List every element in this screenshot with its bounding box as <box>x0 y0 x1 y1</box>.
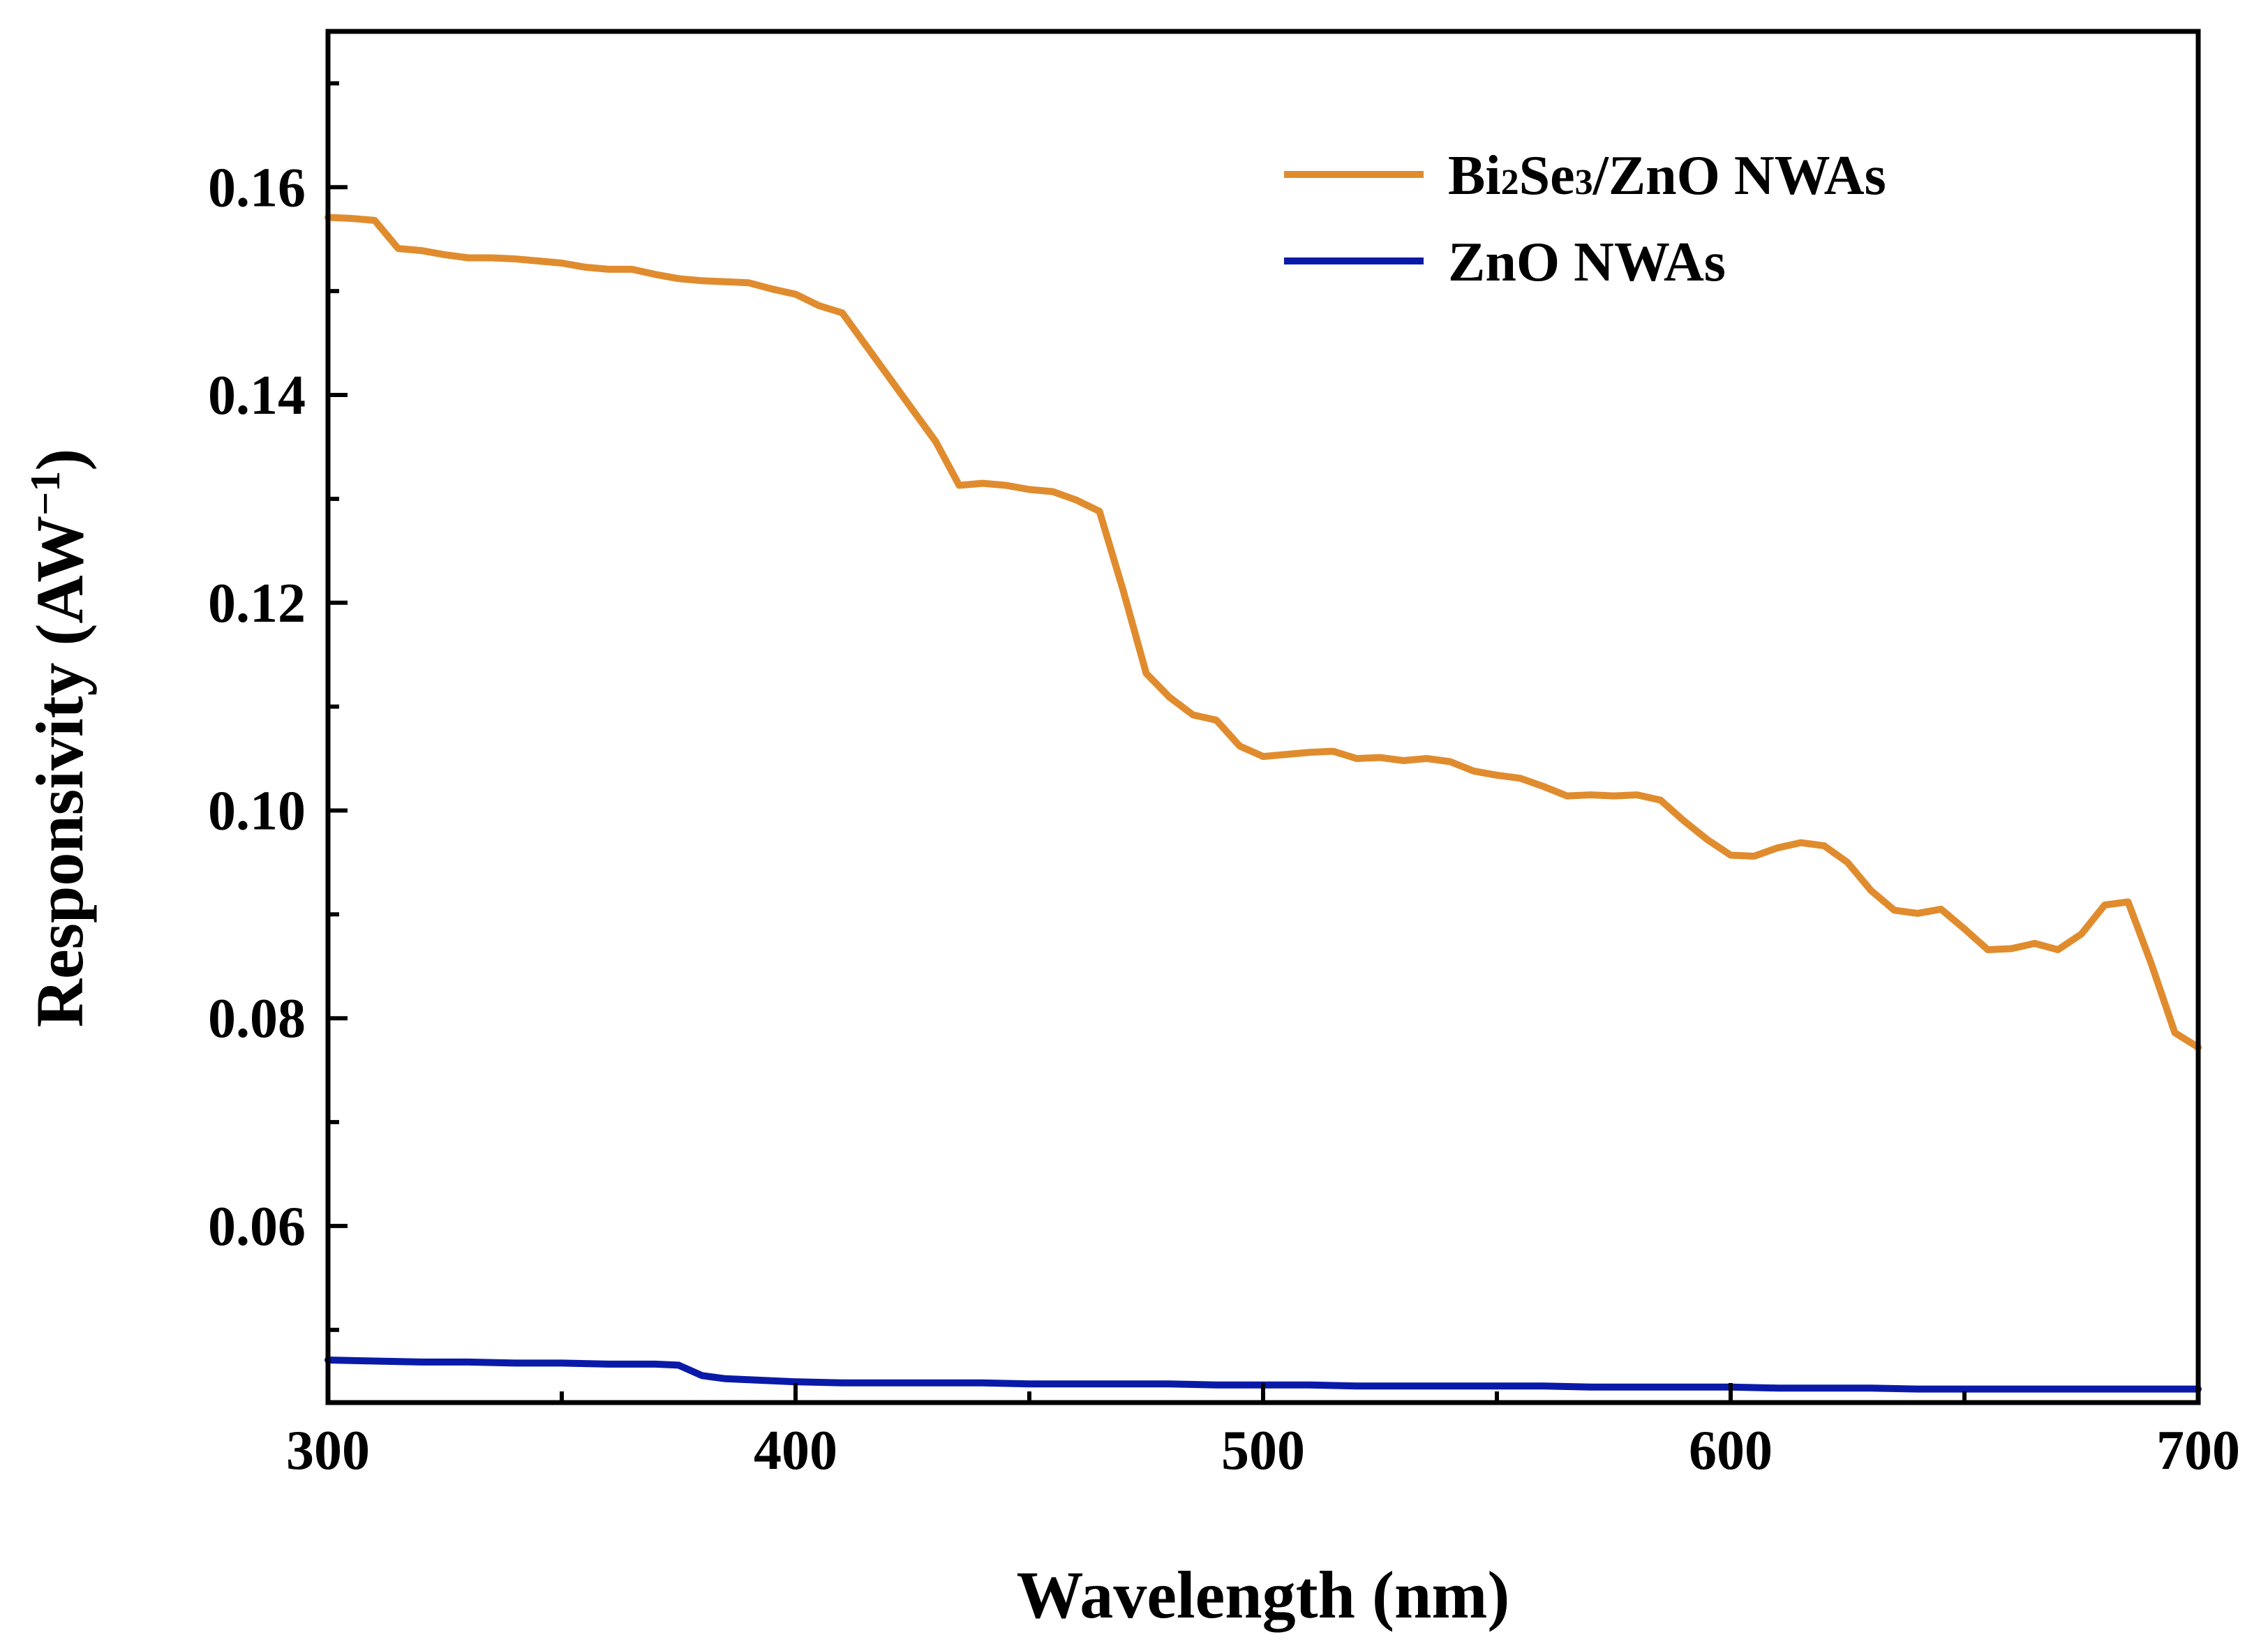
y-tick-label: 0.10 <box>208 780 306 842</box>
y-tick-label: 0.12 <box>208 573 306 634</box>
ticks-layer: 300 400 500 600 700 0.06 0.08 0.10 0.12 0.14 0.16 <box>208 81 2240 1481</box>
y-tick-label: 0.16 <box>208 157 306 218</box>
x-tick-label: 500 <box>1221 1420 1305 1481</box>
y-tick-label: 0.08 <box>208 988 306 1049</box>
legend-label-part: /ZnO NWAs <box>1592 145 1886 207</box>
y-tick-label: 0.06 <box>208 1196 306 1257</box>
y-axis-title-main: Responsivity (AW <box>22 516 97 1027</box>
x-axis-title: Wavelength (nm) <box>1017 1557 1510 1632</box>
legend-label-part: ZnO NWAs <box>1448 232 1726 293</box>
legend-label-part: Bi <box>1448 145 1501 207</box>
series-line-zno <box>324 1357 2202 1393</box>
series-line-bi2se3-zno <box>324 214 2202 1051</box>
x-tick-label: 700 <box>2156 1420 2240 1481</box>
legend-label-subscript: 3 <box>1575 163 1593 202</box>
y-tick-label: 0.14 <box>208 365 306 426</box>
x-tick-label: 600 <box>1689 1420 1773 1481</box>
y-axis-title: Responsivity (AW−1) <box>22 449 97 1028</box>
legend-label-part: Se <box>1519 145 1575 207</box>
legend-label: ZnO NWAs <box>1448 232 1726 293</box>
series-layer <box>324 214 2202 1393</box>
legend-label-subscript: 2 <box>1501 163 1519 202</box>
x-tick-label: 300 <box>286 1420 370 1481</box>
x-tick-label: 400 <box>754 1420 837 1481</box>
y-axis-title-close: ) <box>22 449 97 471</box>
y-axis-title-sup: −1 <box>22 471 68 516</box>
legend-label: Bi2Se3/ZnO NWAs <box>1448 145 1886 207</box>
legend: Bi2Se3/ZnO NWAs ZnO NWAs <box>1284 145 1886 293</box>
